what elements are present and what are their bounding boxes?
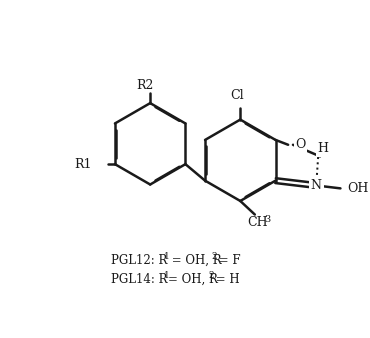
- Text: R1: R1: [74, 158, 92, 171]
- Text: = H: = H: [212, 273, 240, 286]
- Text: PGL12: R: PGL12: R: [111, 254, 168, 267]
- Text: N: N: [311, 179, 322, 192]
- Text: 2: 2: [208, 271, 214, 280]
- Text: OH: OH: [347, 182, 369, 195]
- Text: CH: CH: [248, 216, 268, 229]
- Text: 2: 2: [211, 252, 217, 261]
- Text: H: H: [317, 142, 329, 155]
- Text: = F: = F: [215, 254, 241, 267]
- Text: PGL14: R: PGL14: R: [111, 273, 168, 286]
- Text: 3: 3: [264, 215, 270, 224]
- Text: O: O: [295, 138, 305, 151]
- Text: Cl: Cl: [231, 89, 244, 102]
- Text: 1: 1: [164, 252, 169, 261]
- Text: 1: 1: [164, 271, 169, 280]
- Text: = OH, R: = OH, R: [168, 273, 218, 286]
- Text: = OH, R: = OH, R: [168, 254, 221, 267]
- Text: R2: R2: [137, 79, 154, 92]
